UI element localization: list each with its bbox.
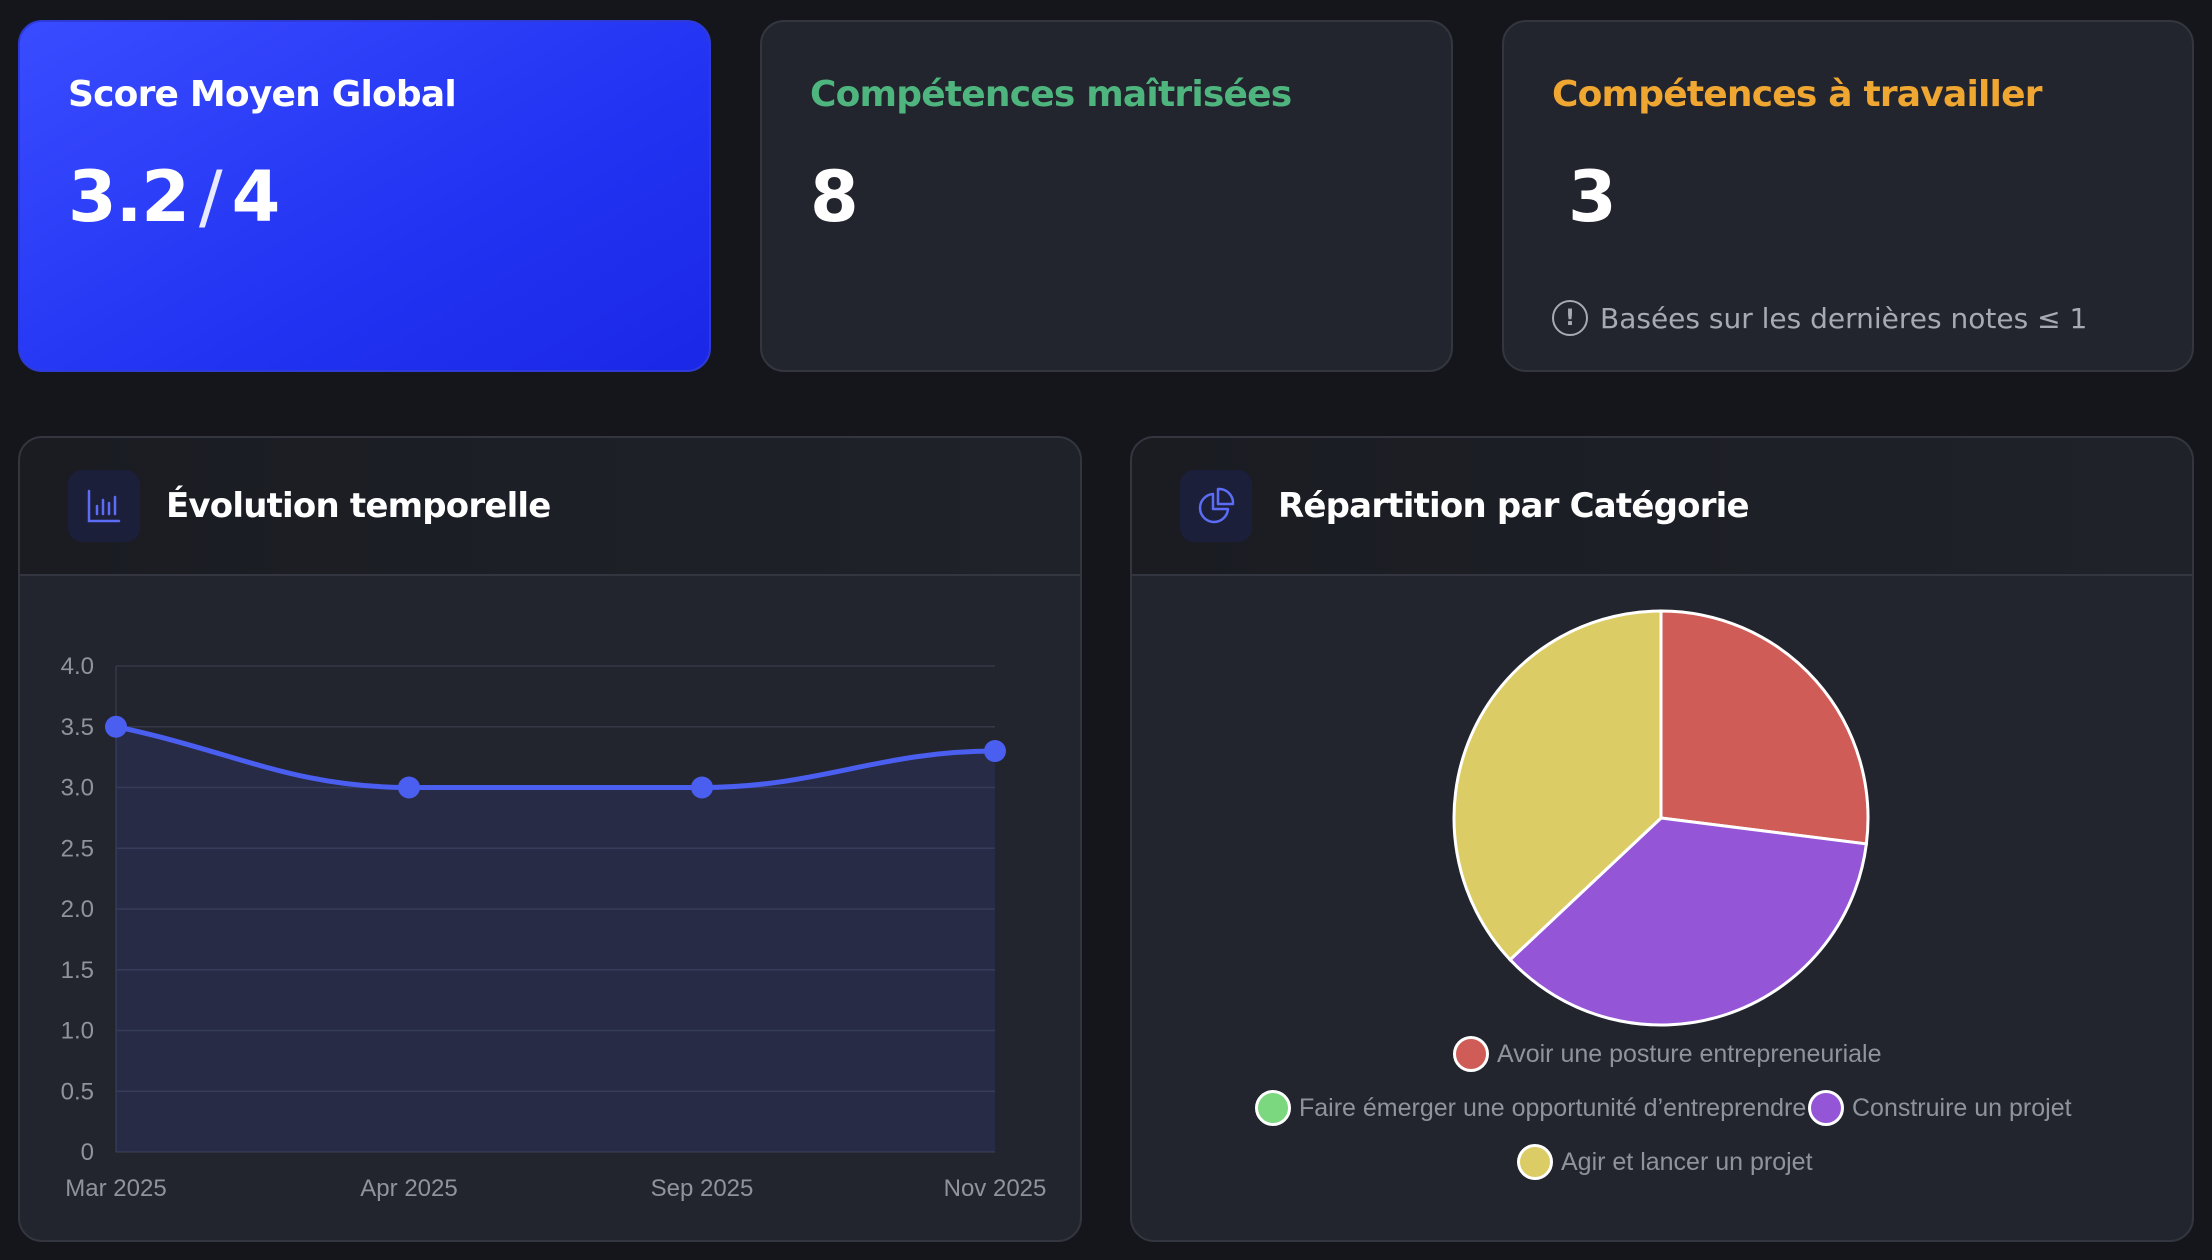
legend-label: Agir et lancer un projet bbox=[1561, 1147, 1813, 1176]
score-separator: / bbox=[199, 156, 223, 238]
info-icon: ! bbox=[1552, 300, 1588, 336]
score-number: 3.2 bbox=[68, 156, 190, 238]
data-point[interactable] bbox=[984, 740, 1006, 763]
y-tick-label: 0.5 bbox=[61, 1078, 94, 1105]
legend-swatch bbox=[1808, 1090, 1844, 1126]
legend-item[interactable]: Construire un projet bbox=[1808, 1090, 2072, 1126]
y-tick-label: 4.0 bbox=[61, 653, 94, 680]
mastered-card: Compétences maîtrisées 8 bbox=[760, 20, 1453, 372]
legend-swatch bbox=[1517, 1144, 1553, 1180]
repartition-panel: Répartition par Catégorie bbox=[1130, 436, 2194, 1242]
x-tick-label: Mar 2025 bbox=[65, 1175, 166, 1202]
score-card: Score Moyen Global 3.2/4 bbox=[18, 20, 711, 372]
line-area-fill bbox=[116, 726, 995, 1152]
repartition-header: Répartition par Catégorie bbox=[1132, 438, 2192, 576]
y-tick-label: 3.5 bbox=[61, 714, 94, 741]
data-point[interactable] bbox=[691, 776, 713, 799]
y-tick-label: 2.5 bbox=[61, 835, 94, 862]
y-tick-label: 0 bbox=[81, 1139, 94, 1166]
to-work-card: Compétences à travailler 3 ! Basées sur … bbox=[1502, 20, 2194, 372]
y-tick-label: 1.0 bbox=[61, 1018, 94, 1045]
evolution-title: Évolution temporelle bbox=[166, 486, 551, 526]
repartition-title: Répartition par Catégorie bbox=[1278, 486, 1750, 526]
y-tick-label: 2.0 bbox=[61, 896, 94, 923]
to-work-title: Compétences à travailler bbox=[1552, 74, 2042, 115]
y-tick-label: 3.0 bbox=[61, 775, 94, 802]
pie-slice[interactable] bbox=[1507, 816, 1869, 1027]
legend-swatch bbox=[1255, 1090, 1291, 1126]
to-work-value: 3 bbox=[1568, 156, 1617, 238]
pie-chart bbox=[1452, 609, 1870, 1027]
series-line bbox=[115, 724, 996, 790]
pie-chart-icon bbox=[1180, 470, 1252, 542]
legend-label: Construire un projet bbox=[1852, 1093, 2072, 1122]
data-point[interactable] bbox=[105, 715, 127, 738]
bar-chart-icon bbox=[68, 470, 140, 542]
legend-item[interactable]: Avoir une posture entrepreneuriale bbox=[1453, 1036, 1882, 1072]
evolution-panel: Évolution temporelle 0 0.5 1.0 1.5 2.0 2.5 3.0… bbox=[18, 436, 1082, 1242]
score-max: 4 bbox=[231, 156, 281, 238]
legend-swatch bbox=[1453, 1036, 1489, 1072]
to-work-note: ! Basées sur les dernières notes ≤ 1 bbox=[1552, 300, 2087, 336]
legend-label: Faire émerger une opportunité d’entrepre… bbox=[1299, 1093, 1807, 1122]
legend-item[interactable]: Agir et lancer un projet bbox=[1517, 1144, 1813, 1180]
mastered-value: 8 bbox=[810, 156, 859, 238]
x-tick-label: Apr 2025 bbox=[360, 1175, 457, 1202]
line-chart: 0 0.5 1.0 1.5 2.0 2.5 3.0 3.5 4.0 Mar 2025 Apr 202… bbox=[61, 653, 1047, 1202]
mastered-title: Compétences maîtrisées bbox=[810, 74, 1292, 115]
y-tick-label: 1.5 bbox=[61, 957, 94, 984]
score-value: 3.2/4 bbox=[68, 156, 281, 238]
pie-slice[interactable] bbox=[1659, 609, 1870, 846]
x-tick-label: Nov 2025 bbox=[944, 1175, 1047, 1202]
x-tick-label: Sep 2025 bbox=[651, 1175, 754, 1202]
evolution-header: Évolution temporelle bbox=[20, 438, 1080, 576]
data-point[interactable] bbox=[398, 776, 420, 799]
legend-label: Avoir une posture entrepreneuriale bbox=[1497, 1039, 1882, 1068]
legend-item[interactable]: Faire émerger une opportunité d’entrepre… bbox=[1255, 1090, 1806, 1126]
to-work-note-text: Basées sur les dernières notes ≤ 1 bbox=[1600, 301, 2088, 335]
pie-slice[interactable] bbox=[1452, 609, 1663, 962]
score-title: Score Moyen Global bbox=[68, 74, 457, 115]
